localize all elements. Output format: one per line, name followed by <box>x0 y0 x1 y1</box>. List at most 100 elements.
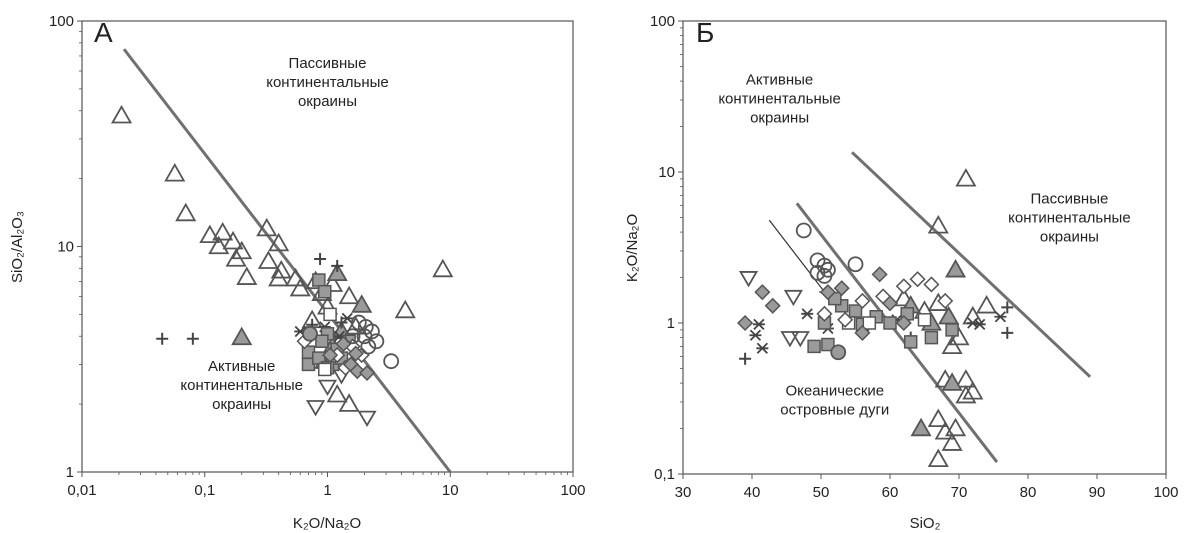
point-open-triangle <box>338 393 360 412</box>
point-open-triangle <box>208 235 230 255</box>
x-tick-label: 50 <box>813 484 830 501</box>
point-filled-triangle <box>231 326 253 346</box>
x-tick-label: 40 <box>744 484 761 501</box>
point-open-triangle <box>164 163 186 182</box>
y-tick-label: 100 <box>49 13 74 30</box>
point-open-triangle <box>236 266 258 285</box>
region-label-line: Пассивные <box>289 55 367 72</box>
region-label-line: Активные <box>208 358 275 375</box>
point-open-circle <box>344 328 361 345</box>
point-asterisk <box>749 329 762 341</box>
point-open-triangle <box>268 232 290 252</box>
point-filled-diamond <box>737 314 754 332</box>
panel-b-points <box>737 168 1014 468</box>
panel-a-boundary <box>122 48 452 473</box>
point-open-triangle <box>270 260 292 279</box>
panel-b-boundary <box>768 151 1092 463</box>
point-inverted-triangle <box>738 271 759 288</box>
point-filled-square <box>883 316 897 330</box>
point-filled-square <box>848 304 863 318</box>
region-label-line: Океанические <box>785 383 884 400</box>
point-open-diamond <box>909 271 926 288</box>
point-open-triangle <box>322 273 344 292</box>
point-inverted-triangle <box>317 379 338 397</box>
x-tick-label: 90 <box>1089 484 1106 501</box>
point-inverted-triangle <box>357 410 377 427</box>
point-filled-square <box>945 323 959 337</box>
boundary-line <box>851 151 1092 378</box>
point-open-triangle <box>285 267 307 287</box>
point-asterisk <box>973 318 986 330</box>
point-filled-square <box>821 337 835 352</box>
y-tick-label: 1 <box>667 315 675 332</box>
point-open-triangle <box>257 250 279 269</box>
region-label-line: Пассивные <box>1030 190 1108 207</box>
point-open-diamond <box>854 292 871 309</box>
panel-b-xlabel: SiO₂ <box>910 515 941 532</box>
point-filled-square <box>807 339 821 354</box>
point-open-triangle <box>256 217 278 237</box>
point-filled-square <box>315 334 329 349</box>
point-open-diamond <box>937 292 954 309</box>
x-tick-label: 10 <box>442 482 459 499</box>
x-tick-label: 80 <box>1020 484 1037 501</box>
point-asterisk <box>801 308 814 320</box>
region-label-line: континентальные <box>718 90 841 107</box>
point-asterisk <box>752 318 765 330</box>
point-filled-square <box>924 330 939 345</box>
point-filled-diamond <box>754 284 771 301</box>
point-filled-diamond <box>347 345 364 362</box>
point-filled-square <box>318 284 332 299</box>
point-open-triangle <box>111 104 133 124</box>
point-plus <box>156 332 169 345</box>
panel-b-plot-area <box>682 20 1167 475</box>
point-filled-diamond <box>819 284 836 301</box>
point-open-triangle <box>225 248 247 267</box>
point-plus <box>739 352 752 365</box>
point-open-square <box>318 362 332 377</box>
point-open-diamond <box>837 311 854 328</box>
point-filled-diamond <box>833 280 850 297</box>
point-plus <box>331 259 344 272</box>
point-inverted-triangle <box>780 331 800 348</box>
panel-a-region-labels: Пассивные континентальные окраины Активные к… <box>180 55 388 413</box>
y-tick-label: 0,1 <box>654 466 675 483</box>
region-label-line: окраины <box>212 396 271 413</box>
point-plus <box>314 253 327 266</box>
point-filled-diamond <box>322 347 339 364</box>
point-filled-diamond <box>358 364 376 381</box>
point-open-triangle <box>976 294 998 314</box>
point-filled-circle <box>302 325 318 342</box>
point-filled-square <box>903 335 918 349</box>
point-open-triangle <box>222 230 244 250</box>
point-filled-triangle <box>326 262 348 282</box>
point-open-diamond <box>923 276 940 293</box>
point-open-triangle <box>893 287 915 307</box>
point-asterisk <box>341 312 354 325</box>
point-open-square <box>862 316 877 330</box>
point-open-triangle <box>394 299 416 319</box>
point-inverted-triangle <box>306 400 326 417</box>
region-label-line: островные дуги <box>780 402 889 419</box>
point-open-triangle <box>955 168 977 187</box>
point-open-circle <box>847 256 864 273</box>
point-filled-diamond <box>895 314 912 332</box>
region-label-line: Активные <box>746 71 813 88</box>
panel-b-region-labels: Активные континентальные окраины Пассивные к… <box>718 71 1130 418</box>
point-filled-circle <box>830 344 847 361</box>
point-open-triangle <box>268 267 290 287</box>
boundary-line <box>122 48 452 473</box>
point-open-square <box>917 313 932 327</box>
point-open-triangle <box>326 383 348 403</box>
point-filled-triangle <box>944 259 967 278</box>
point-filled-triangle <box>351 294 373 313</box>
region-label-line: континентальные <box>266 74 389 91</box>
boundary-line <box>795 202 999 463</box>
point-asterisk <box>994 311 1007 323</box>
region-label-line: окраины <box>298 93 357 110</box>
point-open-triangle <box>175 202 197 222</box>
region-label-line: континентальные <box>1008 209 1131 226</box>
x-tick-label: 70 <box>951 484 968 501</box>
panel-b-ticks: 30 40 50 60 70 80 90 100 0,1 1 10 100 <box>650 13 1179 501</box>
